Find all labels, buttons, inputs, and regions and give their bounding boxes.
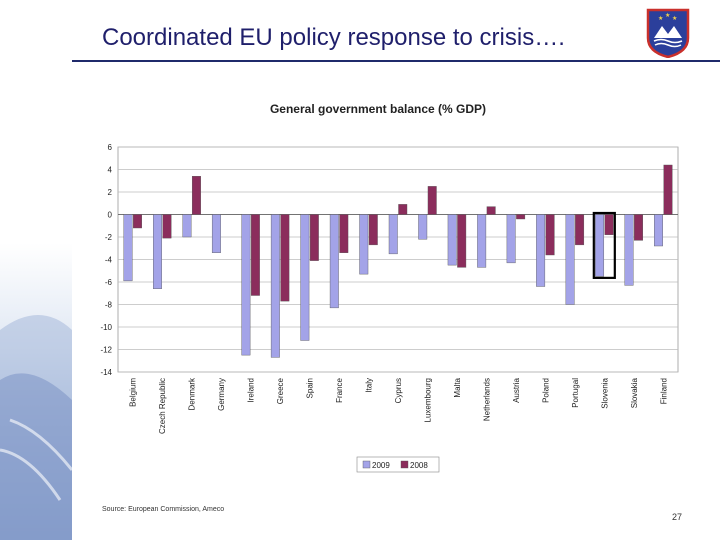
bar-2009 xyxy=(329,214,339,309)
bar-2009 xyxy=(624,214,634,286)
bar-2008 xyxy=(575,214,585,246)
chart-title: General government balance (% GDP) xyxy=(270,102,486,116)
highlight-outline xyxy=(592,211,616,279)
legend-label: 2009 xyxy=(372,461,390,470)
bar-2009 xyxy=(153,214,162,289)
y-tick-label: 4 xyxy=(108,166,113,175)
bar-2009 xyxy=(565,214,575,305)
bar-2008 xyxy=(162,214,172,239)
bar-2008 xyxy=(191,176,201,215)
chart-legend: 2009 2008 xyxy=(356,456,440,473)
x-tick-label: Netherlands xyxy=(482,378,491,421)
bar-2009 xyxy=(418,214,428,240)
y-tick-label: 6 xyxy=(108,143,113,152)
bar-2009 xyxy=(388,214,398,255)
x-tick-label: Belgium xyxy=(129,378,138,407)
bar-2009 xyxy=(536,214,546,287)
y-tick-label: -10 xyxy=(100,323,112,332)
bar-2009 xyxy=(211,214,221,253)
sidebar-decoration xyxy=(0,0,72,540)
x-tick-label: Cyprus xyxy=(394,378,403,403)
bar-2009 xyxy=(123,214,133,282)
legend-label: 2008 xyxy=(410,461,428,470)
x-tick-label: Austria xyxy=(512,377,521,402)
coat-of-arms-emblem: ★ ★ ★ xyxy=(646,8,690,58)
x-tick-label: Slovakia xyxy=(630,377,639,408)
bar-2009 xyxy=(595,214,605,277)
bar-2009 xyxy=(447,214,457,266)
y-tick-label: 0 xyxy=(108,211,113,220)
x-tick-label: Spain xyxy=(306,378,315,398)
bar-2008 xyxy=(457,214,467,268)
bar-2008 xyxy=(545,214,555,256)
bar-2009 xyxy=(182,214,192,238)
slide-title: Coordinated EU policy response to crisis… xyxy=(102,24,565,51)
y-tick-label: -8 xyxy=(105,301,113,310)
bar-2008 xyxy=(339,214,349,253)
y-tick-label: 2 xyxy=(108,188,113,197)
bar-2008 xyxy=(309,214,319,261)
y-tick-label: -6 xyxy=(105,278,113,287)
legend-swatch xyxy=(400,460,409,469)
x-tick-label: Finland xyxy=(659,378,668,404)
x-tick-label: Germany xyxy=(217,378,226,411)
bar-2008 xyxy=(486,206,496,215)
legend-swatch xyxy=(362,460,371,469)
x-tick-label: Czech Republic xyxy=(158,378,167,434)
bar-2008 xyxy=(427,186,437,215)
source-note: Source: European Commission, Ameco xyxy=(102,506,225,513)
government-balance-chart: General government balance (% GDP) 6 4 2 0 -… xyxy=(100,102,679,473)
x-tick-label: Portugal xyxy=(571,378,580,408)
svg-text:★: ★ xyxy=(658,15,663,22)
bar-2008 xyxy=(280,214,290,302)
bar-2009 xyxy=(477,214,487,268)
svg-text:★: ★ xyxy=(665,12,670,19)
x-tick-label: Ireland xyxy=(247,378,256,402)
bar-2009 xyxy=(241,214,251,356)
x-tick-label: Malta xyxy=(453,377,462,397)
svg-text:★: ★ xyxy=(672,15,677,22)
x-tick-label: Italy xyxy=(365,378,374,393)
bar-2009 xyxy=(654,214,663,247)
bar-2008 xyxy=(133,214,142,229)
bar-2008 xyxy=(250,214,260,296)
bar-2009 xyxy=(300,214,310,341)
bar-2009 xyxy=(359,214,369,275)
bar-2009 xyxy=(270,214,280,358)
x-tick-label: Poland xyxy=(541,378,550,403)
bar-2008 xyxy=(368,214,378,246)
x-tick-label: France xyxy=(335,377,344,402)
x-tick-label: Luxembourg xyxy=(423,378,432,422)
bar-2008 xyxy=(663,164,673,215)
y-tick-label: -2 xyxy=(105,233,113,242)
bar-2008 xyxy=(634,214,643,241)
y-tick-label: -14 xyxy=(100,368,112,377)
bar-2008 xyxy=(398,204,408,215)
x-tick-label: Greece xyxy=(276,377,285,404)
bar-2009 xyxy=(506,214,516,264)
bar-2008 xyxy=(516,214,526,220)
bar-2008 xyxy=(604,214,614,235)
y-tick-label: -12 xyxy=(100,346,112,355)
title-divider xyxy=(72,60,720,62)
legend-box xyxy=(356,456,440,473)
y-tick-label: -4 xyxy=(105,256,113,265)
x-tick-label: Denmark xyxy=(188,377,197,410)
page-number: 27 xyxy=(672,512,683,522)
x-tick-label: Slovenia xyxy=(600,377,609,408)
